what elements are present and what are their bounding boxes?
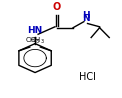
Text: N: N bbox=[82, 14, 90, 23]
Text: HN: HN bbox=[27, 26, 42, 35]
Text: O: O bbox=[52, 2, 60, 12]
Text: HCl: HCl bbox=[79, 72, 96, 82]
Text: CH$_3$: CH$_3$ bbox=[25, 35, 40, 46]
Text: CH$_3$: CH$_3$ bbox=[30, 35, 45, 46]
Text: H: H bbox=[82, 11, 90, 20]
